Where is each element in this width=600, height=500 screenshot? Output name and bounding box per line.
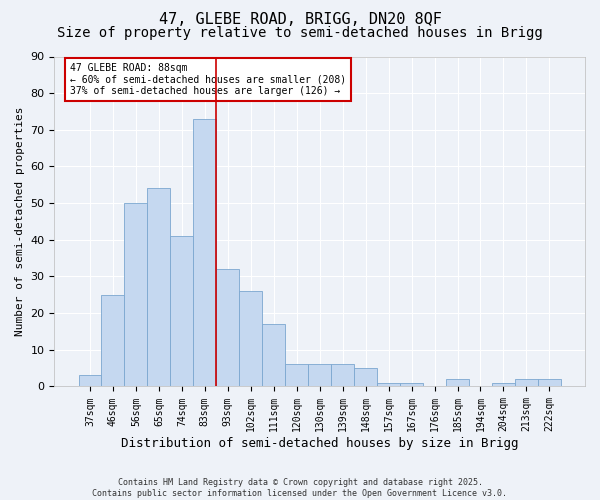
Bar (331, 364, 354, 386)
Bar (101, 295, 124, 386)
Bar (400, 383, 423, 386)
Bar (124, 203, 148, 386)
Text: Size of property relative to semi-detached houses in Brigg: Size of property relative to semi-detach… (57, 26, 543, 40)
Bar (79, 376, 101, 386)
Text: 47, GLEBE ROAD, BRIGG, DN20 8QF: 47, GLEBE ROAD, BRIGG, DN20 8QF (158, 12, 442, 28)
Y-axis label: Number of semi-detached properties: Number of semi-detached properties (15, 106, 25, 336)
Bar (354, 368, 377, 386)
Bar (262, 324, 285, 386)
Bar (538, 379, 561, 386)
Bar (492, 383, 515, 386)
Bar (446, 379, 469, 386)
Bar (308, 364, 331, 386)
Bar (148, 188, 170, 386)
Bar (239, 291, 262, 386)
Bar (285, 364, 308, 386)
Bar (377, 383, 400, 386)
Text: 47 GLEBE ROAD: 88sqm
← 60% of semi-detached houses are smaller (208)
37% of semi: 47 GLEBE ROAD: 88sqm ← 60% of semi-detac… (70, 63, 346, 96)
X-axis label: Distribution of semi-detached houses by size in Brigg: Distribution of semi-detached houses by … (121, 437, 518, 450)
Text: Contains HM Land Registry data © Crown copyright and database right 2025.
Contai: Contains HM Land Registry data © Crown c… (92, 478, 508, 498)
Bar (217, 269, 239, 386)
Bar (515, 379, 538, 386)
Bar (193, 119, 217, 386)
Bar (170, 236, 193, 386)
